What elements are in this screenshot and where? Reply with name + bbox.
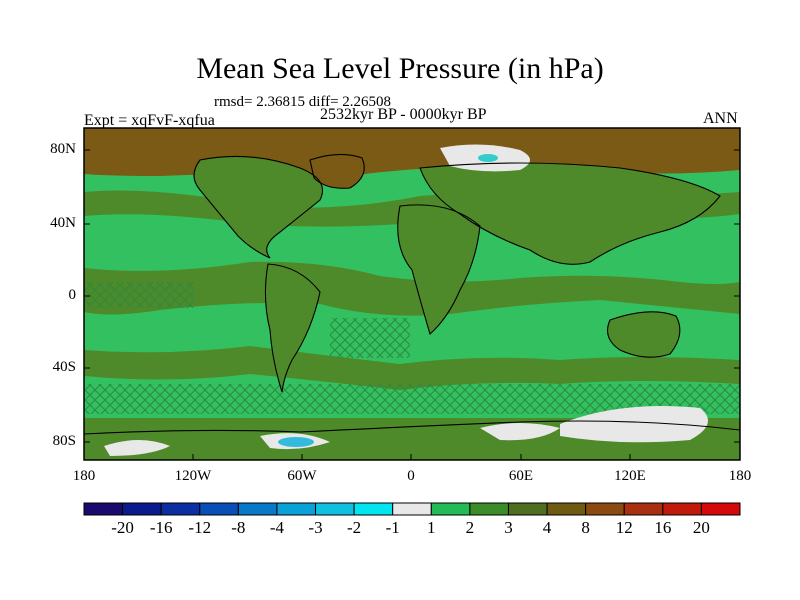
colorbar-label: 8	[581, 518, 590, 537]
colorbar-label: -2	[347, 518, 362, 537]
siberia-cyan	[478, 154, 498, 162]
colorbar-label: -4	[269, 518, 285, 537]
colorbar-swatch	[469, 502, 509, 516]
colorbar-swatch	[546, 502, 587, 516]
map-frame	[83, 127, 741, 461]
colorbar-label: -12	[188, 518, 212, 537]
north-pole-band	[84, 128, 740, 176]
colorbar-swatch	[83, 502, 124, 516]
plot-title: Mean Sea Level Pressure (in hPa)	[196, 52, 604, 85]
hatching-atlantic	[330, 318, 410, 358]
antarctic-white-far-west	[104, 440, 170, 456]
greenland	[310, 154, 365, 189]
colorbar-swatch	[392, 502, 432, 516]
colorbar-label: -16	[149, 518, 173, 537]
band-s-ocean	[84, 346, 740, 390]
colorbar-swatch	[700, 502, 741, 516]
colorbar-label: -3	[308, 518, 323, 537]
x-label-180w: 180	[72, 468, 96, 484]
x-label-180e: 180	[728, 468, 752, 484]
band-equator	[84, 261, 740, 316]
y-label-40s: 40S	[52, 359, 76, 375]
map-ticks	[84, 149, 740, 460]
north-america	[194, 156, 323, 258]
colorbar-label: 3	[504, 518, 513, 537]
colorbar-label: -1	[385, 518, 400, 537]
y-label-80s: 80S	[52, 433, 76, 449]
colorbar-label: 2	[465, 518, 475, 537]
x-label-0: 0	[407, 468, 415, 484]
colorbar-swatch	[199, 502, 239, 516]
colorbar-label: 4	[542, 518, 552, 537]
coastlines	[84, 153, 740, 435]
eurasia	[420, 163, 720, 265]
colorbar	[83, 502, 741, 516]
antarctic-white-center	[480, 423, 560, 441]
y-label-80n: 80N	[50, 141, 76, 157]
colorbar-swatch	[315, 502, 355, 516]
colorbar-swatch	[430, 502, 471, 516]
x-label-120w: 120W	[174, 468, 212, 484]
colorbar-swatch	[353, 502, 394, 516]
x-label-120e: 120E	[614, 468, 646, 484]
colorbar-swatch	[237, 502, 278, 516]
south-america	[265, 264, 320, 392]
x-label-60e: 60E	[508, 468, 534, 484]
colorbar-label: -8	[231, 518, 246, 537]
africa	[397, 204, 480, 334]
map-field	[84, 128, 740, 460]
colorbar-swatch	[122, 502, 162, 516]
colorbar-label: 16	[654, 518, 672, 537]
hatching-tropics	[84, 282, 194, 308]
colorbar-swatch	[160, 502, 201, 516]
colorbar-swatch	[662, 502, 702, 516]
colorbar-label: -20	[111, 518, 134, 537]
colorbar-label: 1	[427, 518, 436, 537]
x-label-60w: 60W	[287, 468, 317, 484]
antarctic-white-east	[560, 406, 708, 443]
colorbar-label: 20	[692, 518, 710, 537]
colorbar-label: 12	[615, 518, 633, 537]
experiment-label: Expt = xqFvF-xqfua	[84, 112, 215, 129]
colorbar-swatch	[623, 502, 664, 516]
period-label: 2532kyr BP - 0000kyr BP	[320, 106, 487, 123]
y-label-0: 0	[68, 287, 77, 303]
colorbar-swatch	[276, 502, 317, 516]
antarctic-cyan	[278, 437, 314, 447]
colorbar-swatch	[585, 502, 625, 516]
rmsd-diff-stats: rmsd= 2.36815 diff= 2.26508	[214, 94, 392, 110]
australia	[607, 311, 680, 358]
season-label: ANN	[703, 110, 738, 127]
y-label-40n: 40N	[50, 215, 76, 231]
colorbar-swatch	[507, 502, 548, 516]
